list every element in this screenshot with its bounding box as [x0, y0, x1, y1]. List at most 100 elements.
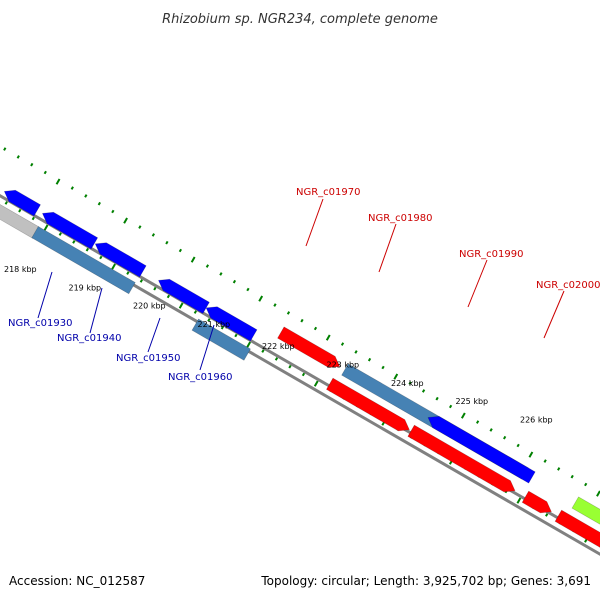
ruler-dot-0-40: [528, 451, 534, 458]
ruler-dot-1-7: [72, 240, 76, 244]
ruler-dot-1-12: [139, 279, 143, 283]
gene-arrow-13: [521, 490, 552, 514]
gene-label-NGR_c01970: NGR_c01970: [296, 187, 361, 198]
ruler-dot-1-22: [274, 357, 279, 361]
ruler-dot-0-30: [393, 373, 399, 380]
ruler-dots: [3, 147, 600, 548]
ruler-dot-1-40: [516, 497, 522, 504]
gene-arrow-8: [277, 326, 341, 368]
ruler-dot-1-2: [4, 201, 8, 205]
ruler-dot-0-42: [557, 467, 561, 471]
ruler-dot-1-15: [178, 302, 184, 309]
gene-label-NGR_c01930: NGR_c01930: [8, 318, 73, 329]
tick-label-225: 225 kbp: [456, 397, 489, 406]
ruler-dot-0-6: [70, 186, 74, 190]
ruler-dot-0-41: [543, 459, 547, 463]
gene-arrow-3: [158, 278, 210, 314]
ruler-dot-0-25: [325, 334, 331, 341]
gene-label-NGR_c02000: NGR_c02000: [536, 280, 600, 291]
gene-label-NGR_c01990: NGR_c01990: [459, 249, 524, 260]
tick-label-224: 224 kbp: [391, 379, 424, 388]
ruler-dot-0-23: [300, 318, 304, 323]
ruler-dot-1-21: [261, 349, 265, 353]
ruler-dot-0-14: [178, 248, 183, 253]
ruler-dot-1-11: [126, 271, 130, 275]
ruler-dot-1-4: [31, 216, 35, 221]
ruler-dot-1-19: [234, 333, 238, 338]
ruler-dot-0-17: [219, 272, 223, 276]
ruler-dot-1-8: [85, 247, 89, 252]
ruler-dot-0-31: [408, 381, 412, 385]
ruler-dot-0-4: [43, 170, 47, 175]
gene-arrow-10: [427, 416, 536, 484]
ruler-dot-0-32: [421, 389, 426, 393]
ruler-dot-1-24: [301, 372, 306, 377]
ruler-dot-0-28: [367, 357, 372, 362]
gene-arrow-15: [554, 509, 600, 548]
gene-label-leader-1: [89, 287, 103, 334]
ruler-dot-1-6: [58, 232, 62, 236]
ruler-dot-0-7: [84, 194, 88, 198]
gene-arrow-0: [3, 189, 41, 217]
ruler-dot-1-10: [111, 263, 116, 270]
ruler-dot-1-5: [43, 224, 49, 231]
ruler-dot-0-34: [448, 404, 453, 409]
tick-label-223: 223 kbp: [327, 361, 360, 370]
genome-summary-text: Topology: circular; Length: 3,925,702 bp…: [260, 574, 591, 588]
ruler-dot-0-18: [232, 279, 237, 284]
ruler-dot-0-21: [273, 303, 277, 307]
ruler-dot-0-5: [55, 178, 61, 185]
tick-label-226: 226 kbp: [520, 415, 553, 424]
ruler-dot-1-13: [153, 286, 157, 291]
gene-label-NGR_c01940: NGR_c01940: [57, 333, 122, 344]
gene-label-leader-5: [378, 223, 397, 273]
ruler-dot-1-23: [288, 364, 292, 369]
ruler-dot-0-35: [460, 412, 466, 419]
ruler-dot-1-25: [313, 380, 319, 387]
ruler-dot-0-29: [381, 365, 385, 370]
tick-label-220: 220 kbp: [133, 302, 166, 311]
ruler-dot-0-13: [165, 240, 169, 245]
tick-label-219: 219 kbp: [69, 283, 102, 292]
ruler-dot-0-44: [584, 482, 588, 487]
gene-labels: NGR_c01930 NGR_c01940 NGR_c01950 NGR_c01960…: [8, 187, 600, 383]
gene-label-NGR_c01960: NGR_c01960: [168, 372, 233, 383]
ruler-dot-0-11: [138, 225, 142, 229]
ruler-dot-0-33: [435, 396, 439, 401]
gene-label-leader-6: [467, 259, 488, 308]
gene-arrow-11: [326, 377, 410, 432]
ruler-dot-1-17: [207, 318, 211, 322]
ruler-dot-0-38: [503, 435, 507, 440]
accession-text: Accession: NC_012587: [9, 574, 145, 588]
tick-label-222: 222 kbp: [262, 342, 295, 351]
ruler-dot-0-36: [475, 420, 480, 424]
ruler-dot-1-14: [166, 294, 171, 299]
ruler-dot-1-3: [18, 208, 22, 213]
ruler-dot-0-39: [516, 443, 520, 448]
ruler-dot-0-12: [151, 233, 155, 237]
ruler-dot-0-37: [489, 428, 493, 432]
gene-arrow-2: [94, 242, 147, 278]
ruler-dot-1-9: [99, 255, 103, 260]
ruler-dot-1-18: [220, 325, 225, 330]
gene-label-leader-0: [37, 271, 53, 319]
ruler-dot-0-24: [313, 326, 318, 331]
gene-label-NGR_c01980: NGR_c01980: [368, 213, 433, 224]
ruler-dot-0-22: [286, 311, 291, 315]
ruler-dot-0-19: [246, 287, 250, 292]
ruler-dot-1-20: [246, 341, 252, 348]
gene-arrow-14: [571, 496, 600, 525]
gene-arrow-6: [31, 226, 136, 295]
gene-label-leader-4: [305, 198, 324, 247]
map-title: Rhizobium sp. NGR234, complete genome: [162, 12, 438, 27]
ruler-dot-0-45: [596, 490, 600, 497]
tick-label-221: 221 kbp: [198, 320, 231, 329]
ruler-dot-0-2: [16, 155, 20, 159]
ruler-dot-0-20: [258, 295, 264, 302]
gene-label-leader-3: [199, 324, 215, 371]
gene-arrows: [0, 189, 600, 548]
ruler-dot-0-16: [205, 264, 210, 268]
ruler-dot-0-10: [123, 217, 128, 224]
ruler-dot-0-8: [97, 201, 101, 206]
gene-label-leader-2: [147, 317, 161, 353]
